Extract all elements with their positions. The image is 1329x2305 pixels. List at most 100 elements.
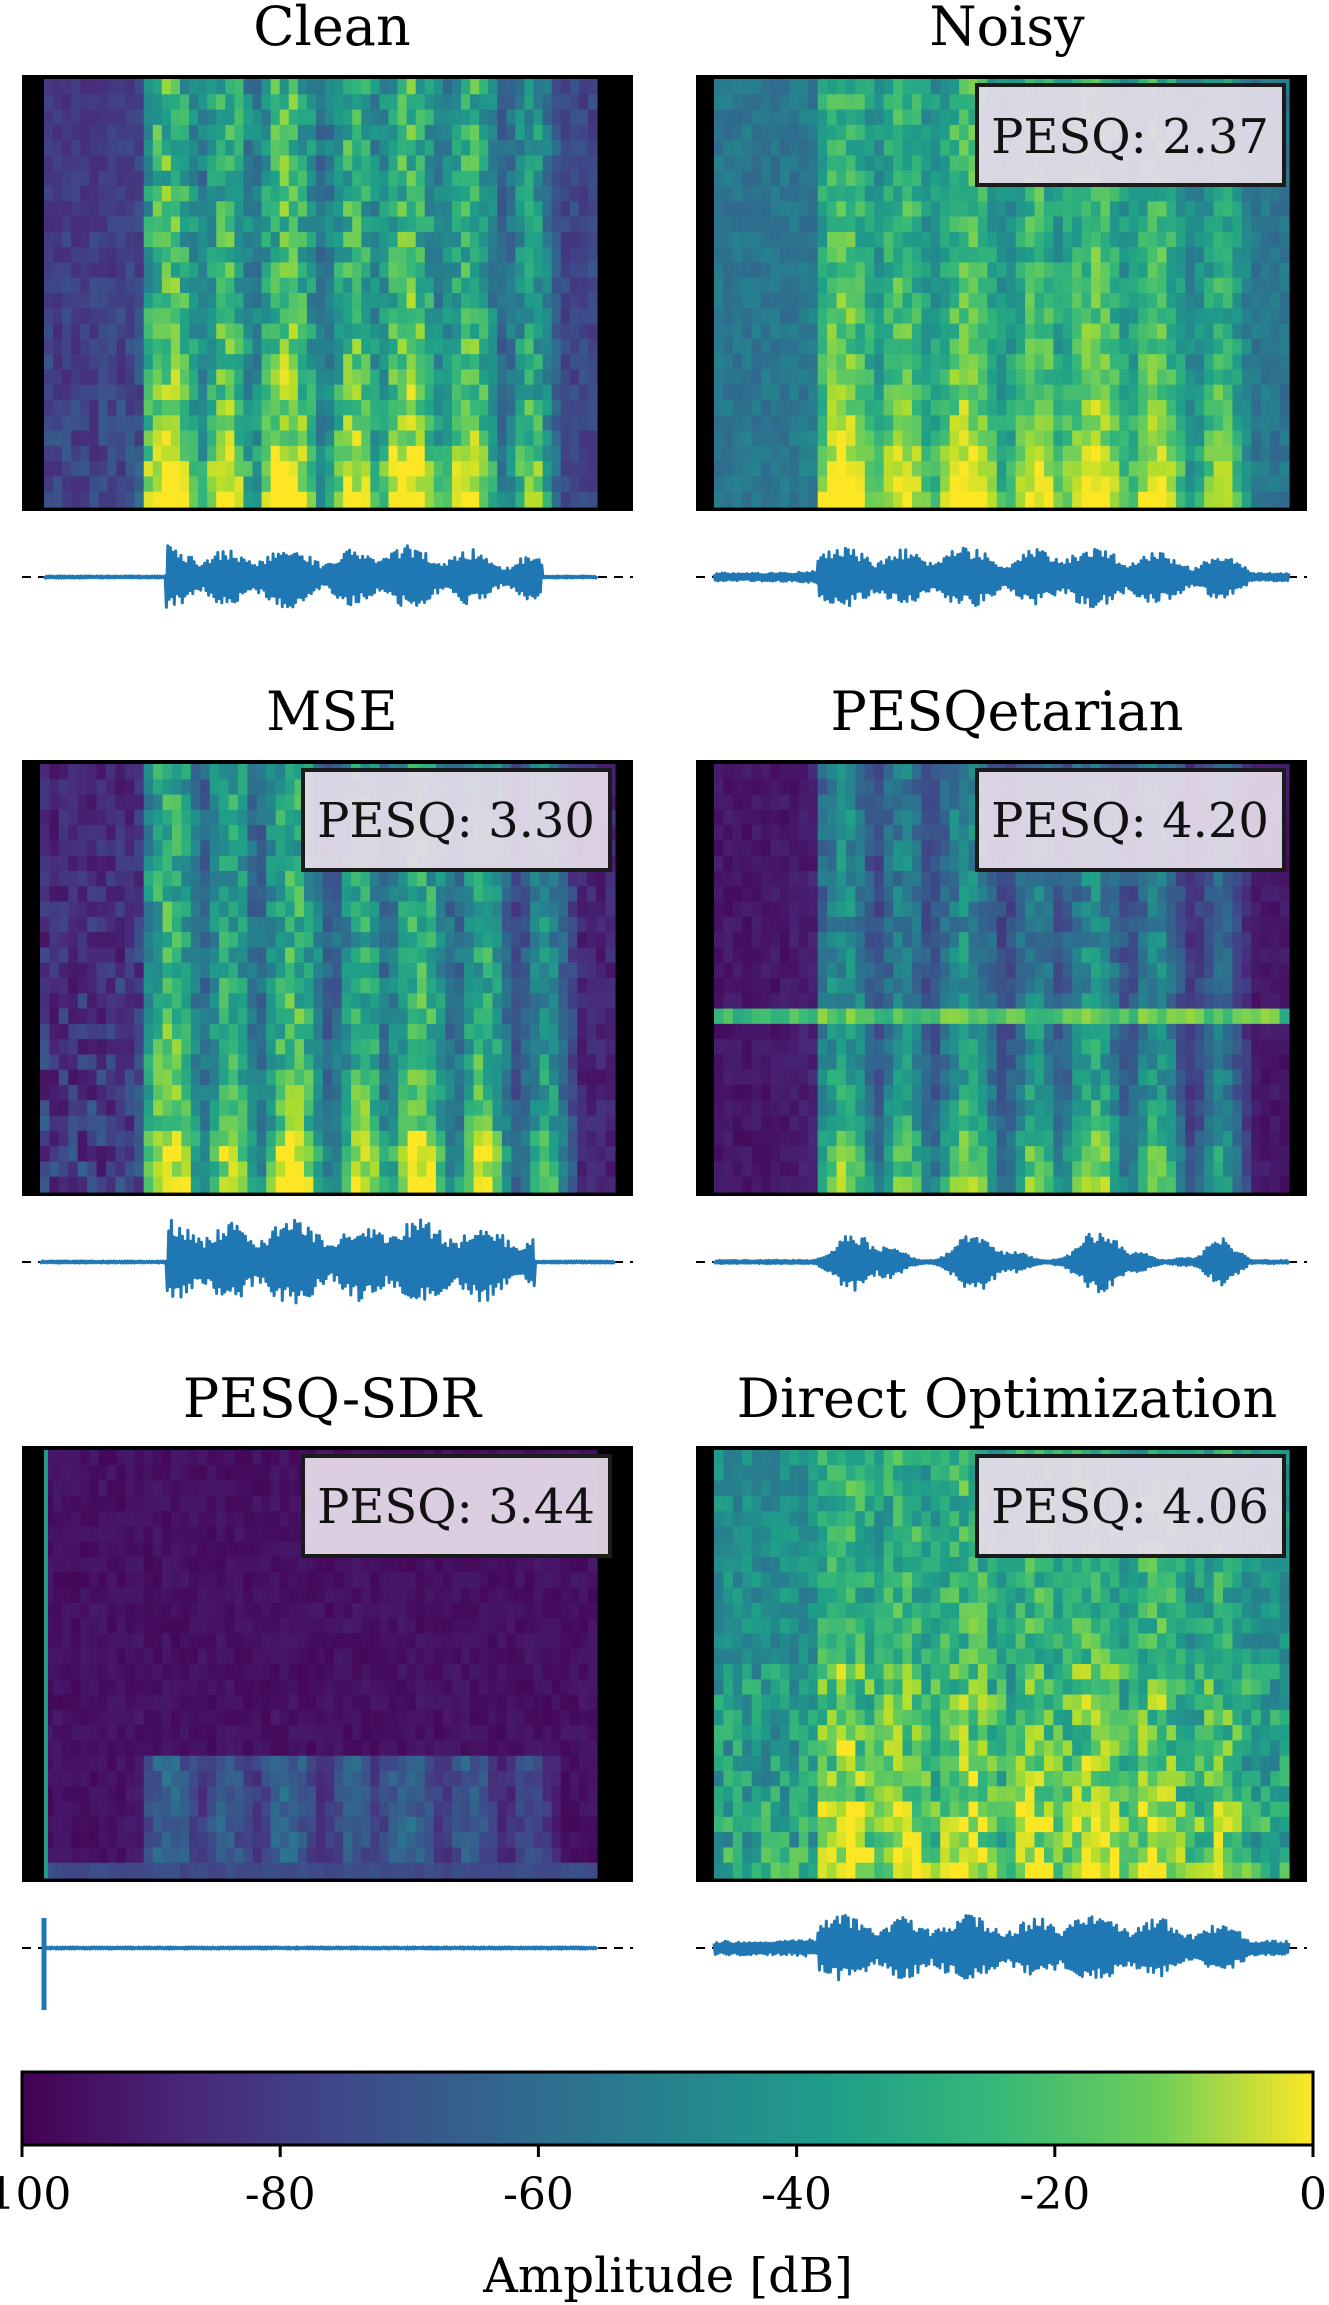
spectrogram-cell [424,124,435,141]
spectrogram-cell [288,155,299,172]
spectrogram-cell [893,277,904,294]
spectrogram-cell [252,140,263,157]
spectrogram-cell [770,445,781,462]
spectrogram-cell [959,186,970,202]
spectrogram-cell [96,764,107,780]
spectrogram-cell [332,1146,343,1163]
spectrogram-cell [219,1054,230,1071]
spectrogram-cell [520,1054,531,1071]
spectrogram-cell [751,293,762,309]
spectrogram-cell [497,231,507,248]
spectrogram-cell [216,323,226,340]
spectrogram-cell [488,476,498,493]
spectrogram-cell [587,155,598,172]
spectrogram-cell [107,338,118,355]
spectrogram-cell [152,247,163,264]
spectrogram-cell [98,155,109,172]
spectrogram-cell [379,1146,390,1163]
spectrogram-cell [58,764,69,780]
spectrogram-cell [225,186,235,202]
spectrogram-cell [798,293,809,309]
spectrogram-cell [125,354,136,371]
spectrogram-cell [560,400,571,416]
spectrogram-cell [1119,491,1130,508]
spectrogram-cell [406,186,417,202]
spectrogram-cell [911,216,922,233]
spectrogram-cell [315,384,326,401]
spectrogram-cell [511,1100,522,1117]
spectrogram-cell [58,1100,69,1117]
spectrogram-cell [162,1100,173,1117]
spectrogram-cell [827,338,838,355]
spectrogram-cell [322,1146,333,1163]
spectrogram-cell [488,308,498,325]
spectrogram-cell [1175,186,1186,202]
spectrogram-cell [71,400,81,416]
spectrogram-cell [153,1008,164,1025]
spectrogram-cell [940,369,951,386]
spectrogram-cell [817,262,828,279]
spectrogram-cell [902,369,913,386]
spectrogram-cell [77,1008,88,1025]
spectrogram-cell [779,369,791,386]
spectrogram-cell [288,109,299,126]
spectrogram-cell [1034,293,1045,309]
spectrogram-cell [723,354,734,371]
spectrogram-cell [798,140,809,157]
spectrogram-cell [370,323,381,340]
spectrogram-cell [256,871,267,887]
spectrogram-cell [143,825,154,842]
spectrogram-cell [1166,491,1177,508]
spectrogram-cell [360,916,371,933]
spectrogram-cell [207,124,217,141]
spectrogram-cell [1100,491,1111,508]
spectrogram-cell [107,323,118,340]
spectrogram-cell [179,476,190,493]
spectrogram-cell [44,430,54,447]
spectrogram-cell [959,155,970,172]
spectrogram-cell [1270,308,1281,325]
spectrogram-cell [53,170,63,187]
spectrogram-cell [417,993,428,1010]
spectrogram-cell [530,901,541,918]
spectrogram-cell [107,491,118,508]
spectrogram-cell [855,400,866,416]
spectrogram-cell [1138,308,1149,325]
spectrogram-cell [921,445,932,462]
spectrogram-cell [1119,308,1130,325]
spectrogram-cell [322,901,333,918]
spectrogram-cell [89,201,99,218]
spectrogram-cell [827,354,838,371]
spectrogram-cell [261,430,272,447]
spectrogram-cell [723,400,734,416]
spectrogram-cell [252,94,263,111]
spectrogram-cell [779,155,791,172]
spectrogram-cell [1081,415,1092,432]
spectrogram-cell [827,186,838,202]
spectrogram-cell [161,124,172,141]
spectrogram-cell [770,124,781,141]
spectrogram-cell [520,1130,531,1147]
spectrogram-cell [921,354,932,371]
spectrogram-cell [473,1100,484,1117]
spectrogram-cell [124,809,135,826]
spectrogram-cell [352,400,362,416]
spectrogram-cell [1251,277,1262,294]
spectrogram-cell [134,871,145,887]
spectrogram-cell [1223,430,1234,447]
spectrogram-cell [501,1039,512,1056]
spectrogram-cell [845,293,856,309]
spectrogram-cell [1072,476,1083,493]
spectrogram-cell [798,323,809,340]
spectrogram-cell [234,262,245,279]
spectrogram-cell [1251,400,1262,416]
spectrogram-cell [179,201,190,218]
spectrogram-cell [1185,308,1196,325]
spectrogram-cell [515,231,526,248]
spectrogram-cell [407,901,418,918]
spectrogram-cell [483,886,494,903]
spectrogram-cell [470,155,480,172]
spectrogram-cell [343,79,353,95]
spectrogram-cell [533,140,544,157]
spectrogram-cell [723,323,734,340]
